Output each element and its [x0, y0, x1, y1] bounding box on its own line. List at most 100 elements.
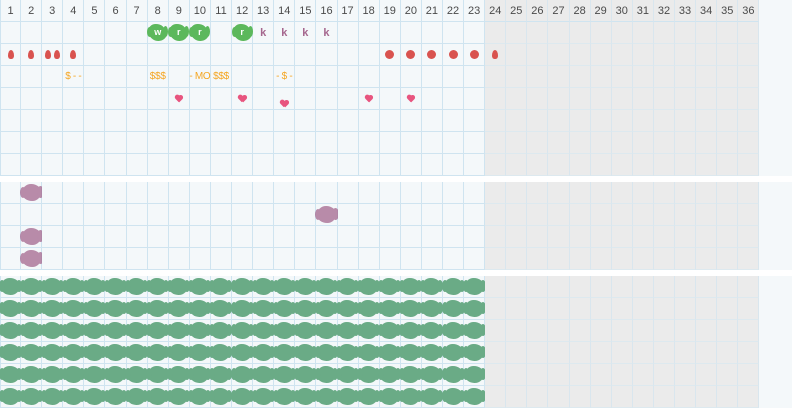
- grid-cell[interactable]: [40, 342, 64, 364]
- grid-cell[interactable]: [19, 276, 43, 298]
- grid-cell[interactable]: [379, 110, 401, 132]
- grid-cell[interactable]: [400, 44, 422, 66]
- grid-cell[interactable]: [569, 298, 591, 320]
- grid-cell[interactable]: [378, 342, 402, 364]
- grid-cell[interactable]: [146, 276, 170, 298]
- grid-cell[interactable]: [61, 298, 85, 320]
- grid-cell[interactable]: [399, 276, 423, 298]
- grid-cell[interactable]: [358, 154, 380, 176]
- grid-cell[interactable]: [337, 22, 359, 44]
- grid-cell[interactable]: [442, 22, 465, 44]
- grid-cell[interactable]: [485, 44, 507, 66]
- grid-cell[interactable]: [420, 276, 444, 298]
- grid-cell[interactable]: [40, 364, 64, 386]
- grid-cell[interactable]: [738, 298, 760, 320]
- grid-cell[interactable]: [314, 386, 338, 408]
- grid-cell[interactable]: [82, 320, 106, 342]
- grid-cell[interactable]: [590, 320, 612, 342]
- grid-cell[interactable]: [527, 248, 549, 270]
- grid-cell[interactable]: [675, 182, 697, 204]
- grid-cell[interactable]: [653, 22, 675, 44]
- grid-cell[interactable]: [126, 182, 148, 204]
- grid-cell[interactable]: [358, 22, 380, 44]
- grid-cell[interactable]: [611, 204, 633, 226]
- grid-cell[interactable]: [400, 204, 422, 226]
- grid-cell[interactable]: [126, 154, 148, 176]
- grid-cell[interactable]: [632, 226, 654, 248]
- grid-cell[interactable]: [253, 66, 275, 88]
- grid-cell[interactable]: [400, 22, 422, 44]
- grid-cell[interactable]: [738, 342, 760, 364]
- grid-cell[interactable]: [464, 132, 486, 154]
- grid-cell[interactable]: [485, 110, 507, 132]
- grid-cell[interactable]: [337, 182, 359, 204]
- grid-cell[interactable]: $$$: [210, 66, 233, 88]
- grid-cell[interactable]: [293, 386, 317, 408]
- grid-cell[interactable]: [19, 248, 44, 270]
- grid-cell[interactable]: [738, 22, 760, 44]
- grid-cell[interactable]: [168, 88, 190, 110]
- grid-cell[interactable]: [548, 22, 570, 44]
- grid-cell[interactable]: [611, 226, 633, 248]
- grid-cell[interactable]: [400, 226, 422, 248]
- grid-cell[interactable]: [189, 110, 211, 132]
- grid-cell[interactable]: [316, 226, 338, 248]
- grid-cell[interactable]: [696, 342, 718, 364]
- grid-cell[interactable]: [506, 226, 528, 248]
- grid-cell[interactable]: [738, 182, 760, 204]
- grid-cell[interactable]: [506, 320, 528, 342]
- grid-cell[interactable]: r: [189, 22, 211, 44]
- grid-cell[interactable]: [316, 66, 338, 88]
- grid-cell[interactable]: [569, 386, 591, 408]
- grid-cell[interactable]: [274, 110, 296, 132]
- grid-cell[interactable]: [0, 364, 23, 386]
- grid-cell[interactable]: [611, 110, 633, 132]
- grid-cell[interactable]: [506, 44, 528, 66]
- grid-cell[interactable]: [611, 386, 633, 408]
- grid-cell[interactable]: [590, 248, 612, 270]
- grid-cell[interactable]: [653, 88, 675, 110]
- grid-cell[interactable]: [632, 364, 654, 386]
- grid-cell[interactable]: [527, 342, 549, 364]
- grid-cell[interactable]: [675, 66, 697, 88]
- grid-cell[interactable]: [611, 276, 633, 298]
- grid-cell[interactable]: [696, 110, 718, 132]
- grid-cell[interactable]: [653, 66, 675, 88]
- grid-cell[interactable]: [717, 276, 739, 298]
- grid-cell[interactable]: [210, 22, 233, 44]
- grid-cell[interactable]: [506, 298, 528, 320]
- grid-cell[interactable]: [675, 386, 697, 408]
- grid-cell[interactable]: [63, 226, 85, 248]
- grid-cell[interactable]: [42, 248, 64, 270]
- grid-cell[interactable]: [569, 276, 591, 298]
- grid-cell[interactable]: [42, 204, 64, 226]
- grid-cell[interactable]: [675, 22, 697, 44]
- grid-cell[interactable]: [295, 66, 317, 88]
- grid-cell[interactable]: [232, 88, 254, 110]
- grid-cell[interactable]: [421, 154, 443, 176]
- grid-cell[interactable]: [230, 386, 254, 408]
- grid-cell[interactable]: [251, 320, 275, 342]
- grid-cell[interactable]: [358, 182, 380, 204]
- grid-cell[interactable]: [696, 204, 718, 226]
- grid-cell[interactable]: [358, 110, 380, 132]
- grid-cell[interactable]: k: [253, 22, 275, 44]
- grid-cell[interactable]: [105, 226, 127, 248]
- grid-cell[interactable]: [548, 132, 570, 154]
- grid-cell[interactable]: [485, 298, 507, 320]
- grid-cell[interactable]: [611, 132, 633, 154]
- grid-cell[interactable]: [147, 154, 169, 176]
- grid-cell[interactable]: [316, 182, 338, 204]
- grid-cell[interactable]: [230, 276, 254, 298]
- grid-cell[interactable]: [21, 44, 43, 66]
- grid-cell[interactable]: [125, 342, 149, 364]
- grid-cell[interactable]: [314, 342, 338, 364]
- grid-cell[interactable]: [379, 88, 401, 110]
- grid-cell[interactable]: [84, 22, 106, 44]
- grid-cell[interactable]: [696, 276, 718, 298]
- grid-cell[interactable]: [19, 342, 43, 364]
- grid-cell[interactable]: [358, 248, 380, 270]
- grid-cell[interactable]: [441, 276, 465, 298]
- grid-cell[interactable]: [548, 154, 570, 176]
- grid-cell[interactable]: [357, 320, 381, 342]
